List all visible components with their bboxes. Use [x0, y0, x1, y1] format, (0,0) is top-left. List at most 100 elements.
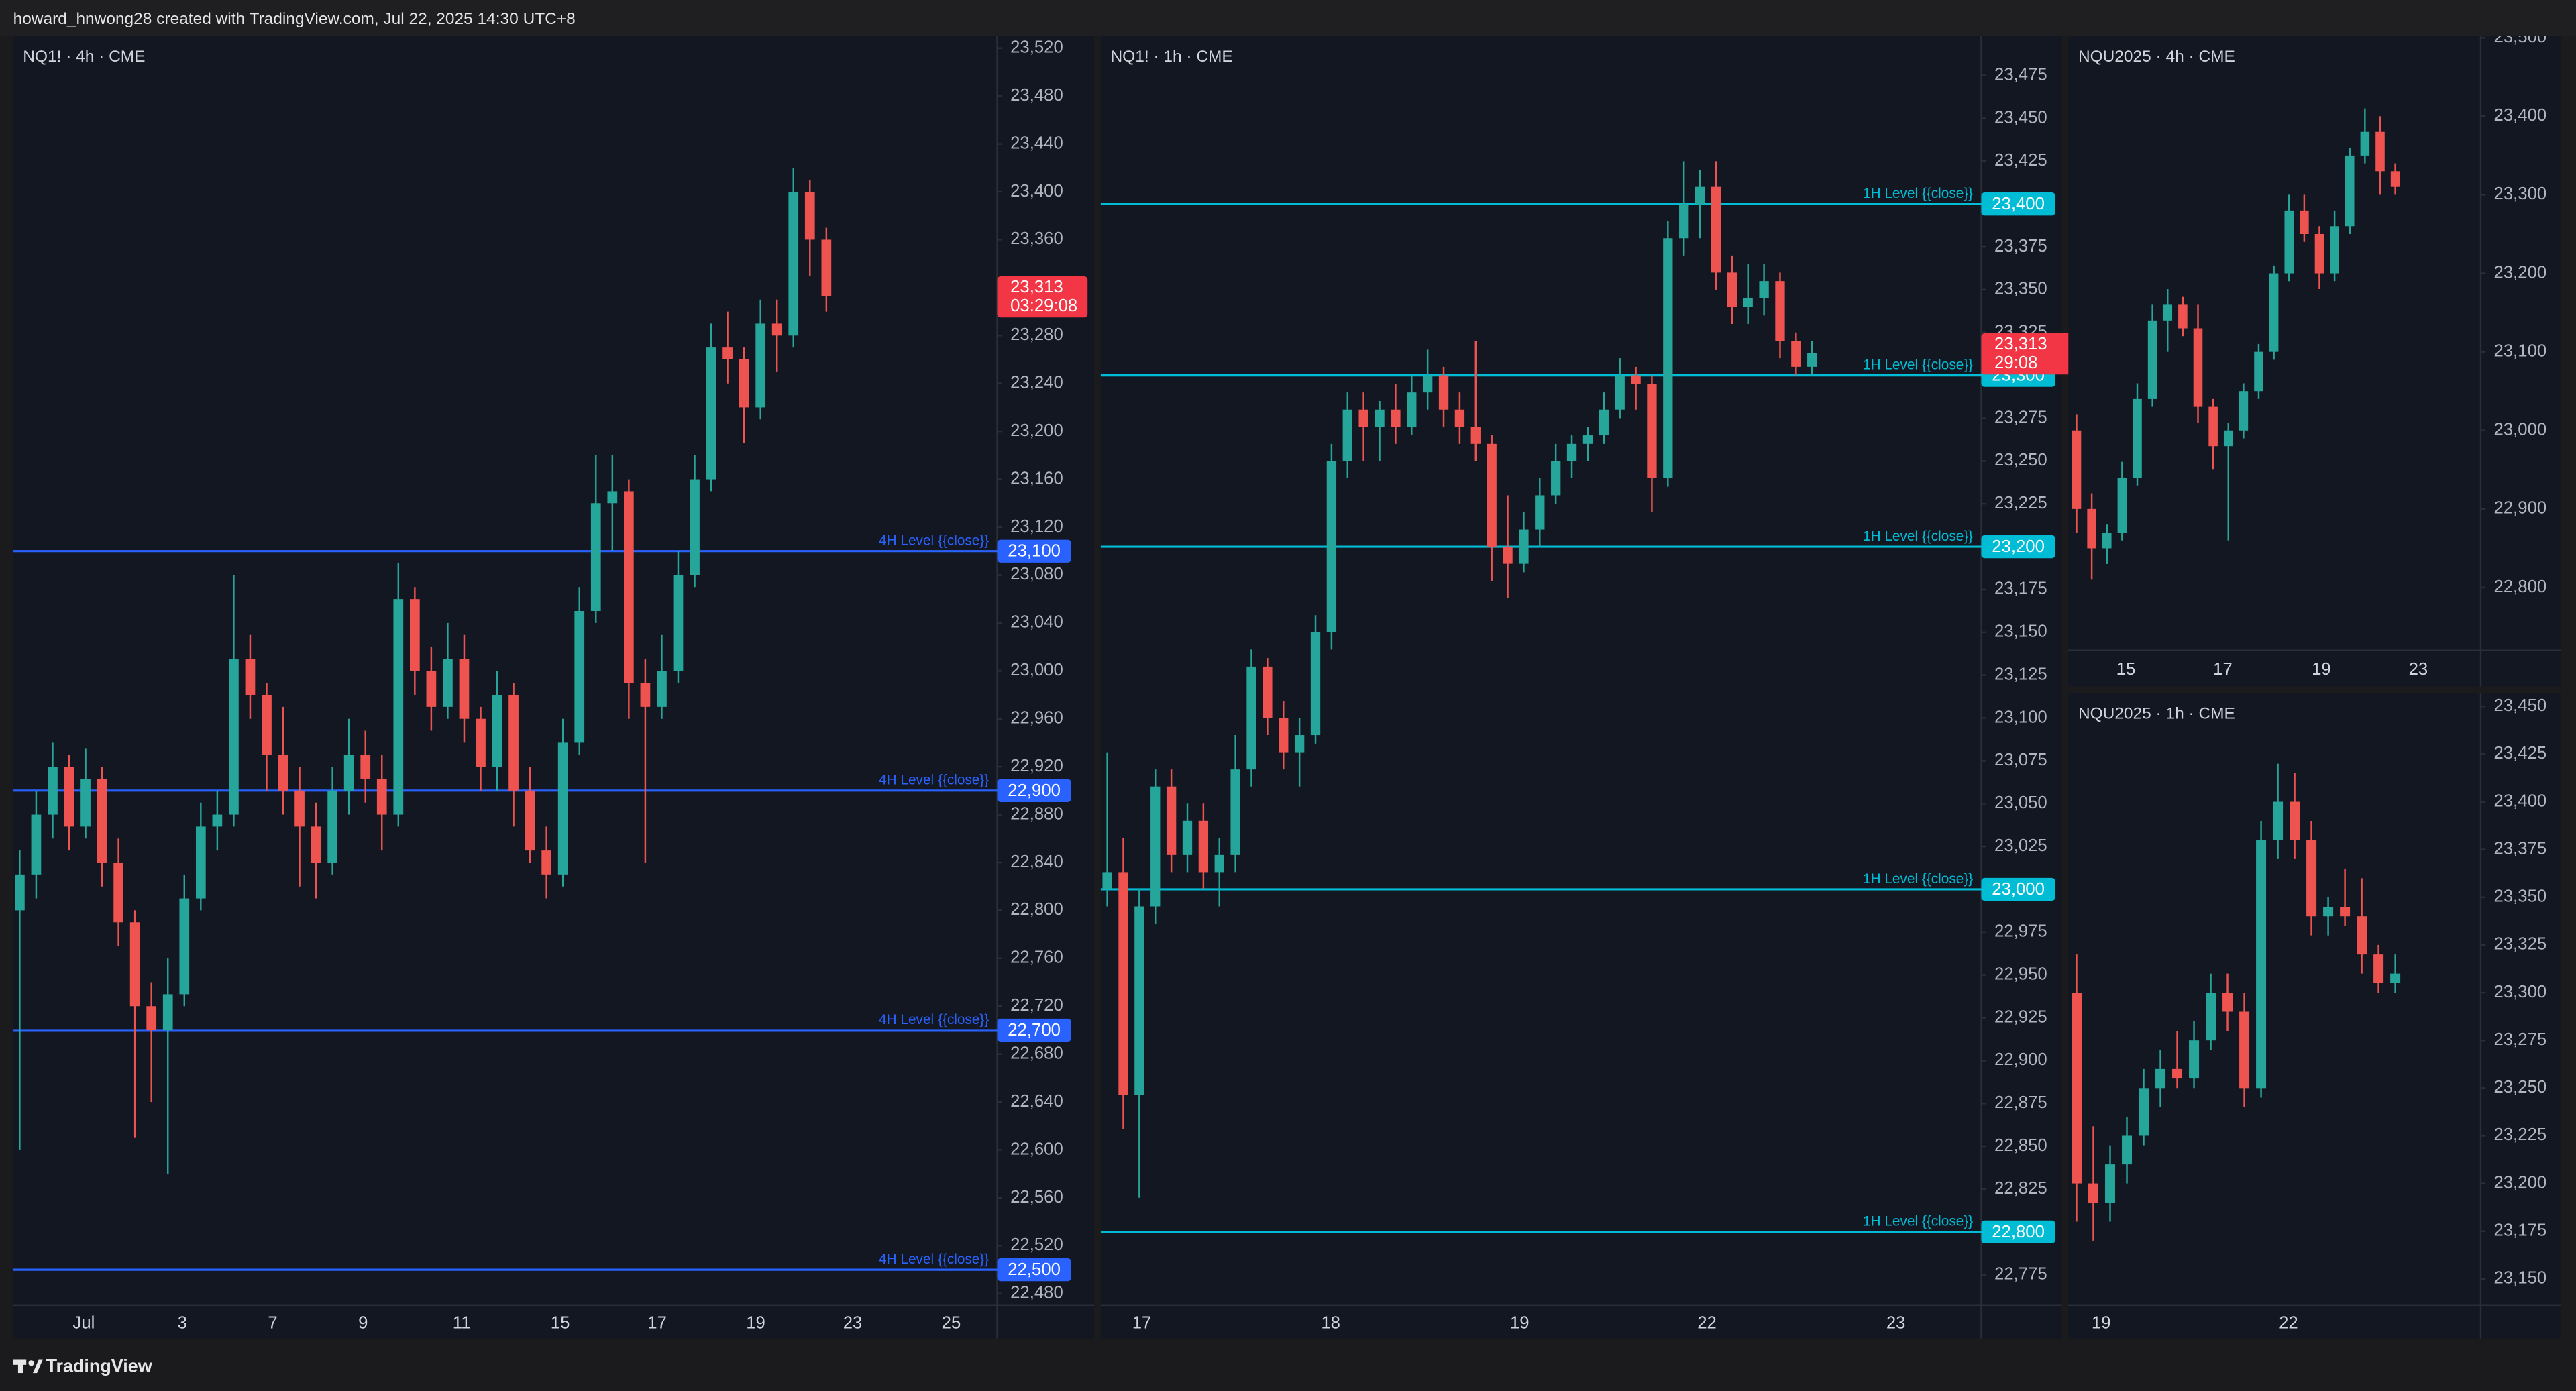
candle-body: [2208, 406, 2218, 447]
candle-body: [2254, 351, 2263, 392]
candle-body: [48, 767, 58, 815]
candle-body: [162, 994, 173, 1030]
candle-body: [1407, 392, 1417, 427]
candle-body: [1391, 409, 1401, 427]
y-tick-label: 23,040: [1010, 613, 1063, 632]
candle-body: [2222, 993, 2233, 1012]
y-tick-label: 23,000: [2494, 421, 2547, 439]
panel-background: [13, 36, 1095, 1339]
candle-body: [508, 694, 519, 791]
candle-body: [1182, 820, 1193, 855]
y-tick-label: 22,960: [1010, 708, 1063, 727]
candle-body: [1470, 427, 1481, 444]
logo-dot: [28, 1360, 34, 1366]
last-price-box: [1981, 333, 2072, 375]
candle-body: [804, 192, 815, 240]
y-tick-label: 23,375: [1994, 237, 2047, 256]
candle-body: [1679, 204, 1689, 239]
candle-body: [426, 671, 437, 707]
candle-body: [2122, 1135, 2133, 1165]
x-tick-label: 25: [942, 1313, 961, 1332]
candle-body: [1647, 384, 1657, 478]
y-tick-label: 23,050: [1994, 793, 2047, 812]
plot-area: 22,480 22,520 22,560 22,600 22,640 22,680 22,7…: [13, 38, 1063, 1302]
candle-body: [2193, 328, 2203, 407]
y-tick-label: 23,025: [1994, 836, 2047, 855]
candle-body: [1423, 375, 1433, 393]
y-tick-label: 22,840: [1010, 852, 1063, 871]
x-tick-label: 11: [453, 1313, 471, 1332]
candle-body: [1759, 281, 1769, 298]
candle-body: [1695, 186, 1705, 205]
last-price-box: [997, 276, 1088, 318]
x-tick-label: 22: [2279, 1313, 2298, 1332]
candle-body: [590, 503, 601, 611]
candle-body: [2373, 954, 2384, 983]
candle-body: [311, 826, 321, 863]
candle-body: [2139, 1088, 2149, 1136]
candle-body: [2340, 907, 2351, 917]
y-tick-label: 22,560: [1010, 1188, 1063, 1207]
level-text: 1H Level {{close}}: [1863, 186, 1973, 201]
level-text: 1H Level {{close}}: [1863, 528, 1973, 544]
candle-body: [1214, 854, 1224, 873]
candle-body: [97, 778, 107, 863]
y-tick-label: 22,880: [1010, 804, 1063, 823]
candle-body: [278, 755, 288, 791]
x-tick-label: 19: [2092, 1313, 2111, 1332]
candle-body: [1535, 495, 1545, 530]
y-tick-label: 22,920: [1010, 757, 1063, 775]
level-price-box: [997, 1258, 1071, 1282]
y-tick-label: 23,400: [1010, 182, 1063, 201]
y-tick-label: 22,975: [1994, 922, 2047, 941]
level-price-label: 22,700: [1008, 1021, 1061, 1040]
x-tick-label: 23: [843, 1313, 863, 1332]
panel-background: [2068, 693, 2561, 1339]
candle-body: [657, 671, 667, 707]
header-bar: [0, 0, 2576, 36]
candle-body: [2133, 398, 2142, 478]
y-tick-label: 23,300: [2494, 184, 2547, 203]
level-price-label: 23,400: [1992, 194, 2045, 213]
candle-body: [2155, 1068, 2166, 1089]
y-tick-label: 23,240: [1010, 374, 1063, 392]
candle-body: [212, 814, 223, 827]
y-tick-label: 22,680: [1010, 1044, 1063, 1062]
logo-slash: [32, 1359, 43, 1374]
y-tick-label: 23,100: [1994, 708, 2047, 726]
candle-body: [1198, 820, 1209, 873]
candle-body: [327, 790, 338, 863]
candle-body: [1166, 786, 1177, 855]
x-tick-label: 18: [1321, 1313, 1340, 1332]
candle-body: [755, 323, 766, 408]
candle-body: [2345, 155, 2355, 227]
y-tick-label: 23,425: [2494, 744, 2547, 763]
level-price-label: 23,000: [1992, 880, 2045, 899]
y-tick-label: 23,150: [1994, 622, 2047, 641]
candle-body: [1375, 409, 1385, 427]
candle-body: [129, 922, 140, 1007]
y-tick-label: 23,375: [2494, 839, 2547, 858]
candle-body: [1487, 443, 1497, 547]
candle-body: [2390, 171, 2400, 187]
x-tick-label: 17: [1132, 1313, 1152, 1332]
x-tick-label: 19: [746, 1313, 765, 1332]
chart-title: NQ1! · 1h · CME: [1111, 48, 1233, 66]
candle-body: [1279, 718, 1289, 753]
y-tick-label: 23,520: [1010, 38, 1063, 57]
y-tick-label: 23,250: [1994, 451, 2047, 469]
level-text: 1H Level {{close}}: [1863, 357, 1973, 372]
candle-body: [360, 755, 371, 779]
header-title: howard_hnwong28 created with TradingView…: [13, 10, 576, 28]
candle-body: [1503, 547, 1513, 564]
y-tick-label: 23,475: [1994, 65, 2047, 84]
x-tick-label: 23: [2409, 660, 2428, 679]
y-tick-label: 22,760: [1010, 948, 1063, 967]
level-price-label: 22,900: [1008, 781, 1061, 800]
x-tick-label: 3: [178, 1313, 187, 1332]
y-tick-label: 23,175: [2494, 1221, 2547, 1240]
y-tick-label: 23,400: [2494, 106, 2547, 125]
y-tick-label: 23,425: [1994, 151, 2047, 170]
